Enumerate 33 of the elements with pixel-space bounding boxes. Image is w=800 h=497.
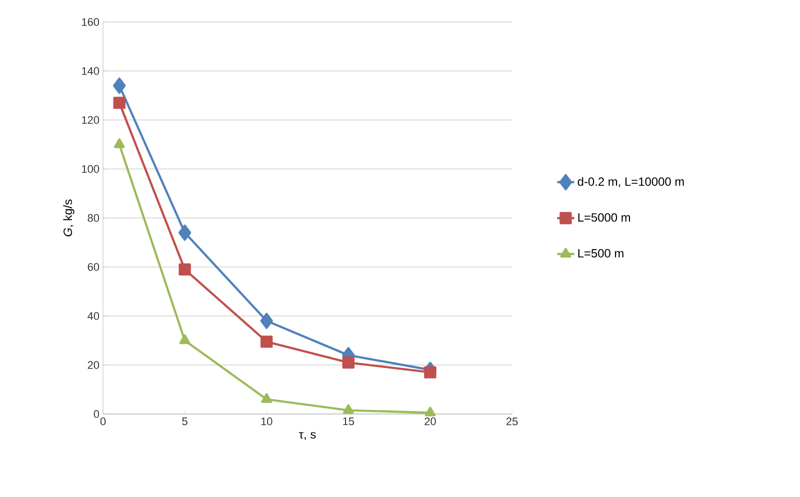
legend-label: L=5000 m [578,213,630,222]
y-tick-label: 0 [94,410,100,418]
x-axis-title: τ, s [299,432,316,440]
x-tick-label: 10 [261,418,272,426]
x-tick-label: 15 [343,418,354,426]
point [179,334,190,344]
point [260,336,273,348]
y-tick-label: 80 [88,214,100,222]
x-tick-label: 25 [506,418,518,426]
y-tick-label: 100 [82,165,100,173]
point [342,404,354,414]
point [113,78,126,94]
y-tick-label: 160 [82,18,100,26]
point [178,224,192,241]
legend-label: L=500 m [578,249,624,258]
point [113,96,126,109]
point [178,263,191,276]
y-tick-label: 120 [82,116,100,124]
point [261,393,272,403]
point [424,366,436,378]
y-axis-title: G, kg/s [63,199,74,236]
point [342,356,355,369]
y-tick-label: 140 [82,67,100,75]
point [424,406,436,416]
point [114,138,125,148]
y-tick-label: 40 [88,312,100,320]
y-tick-label: 20 [88,361,100,369]
legend-label: d-0.2 m, L=10000 m [578,177,684,188]
point [260,312,273,329]
x-tick-label: 20 [424,418,436,426]
y-tick-label: 60 [88,263,100,271]
x-tick-label: 0 [100,418,106,426]
x-tick-label: 5 [182,418,188,426]
